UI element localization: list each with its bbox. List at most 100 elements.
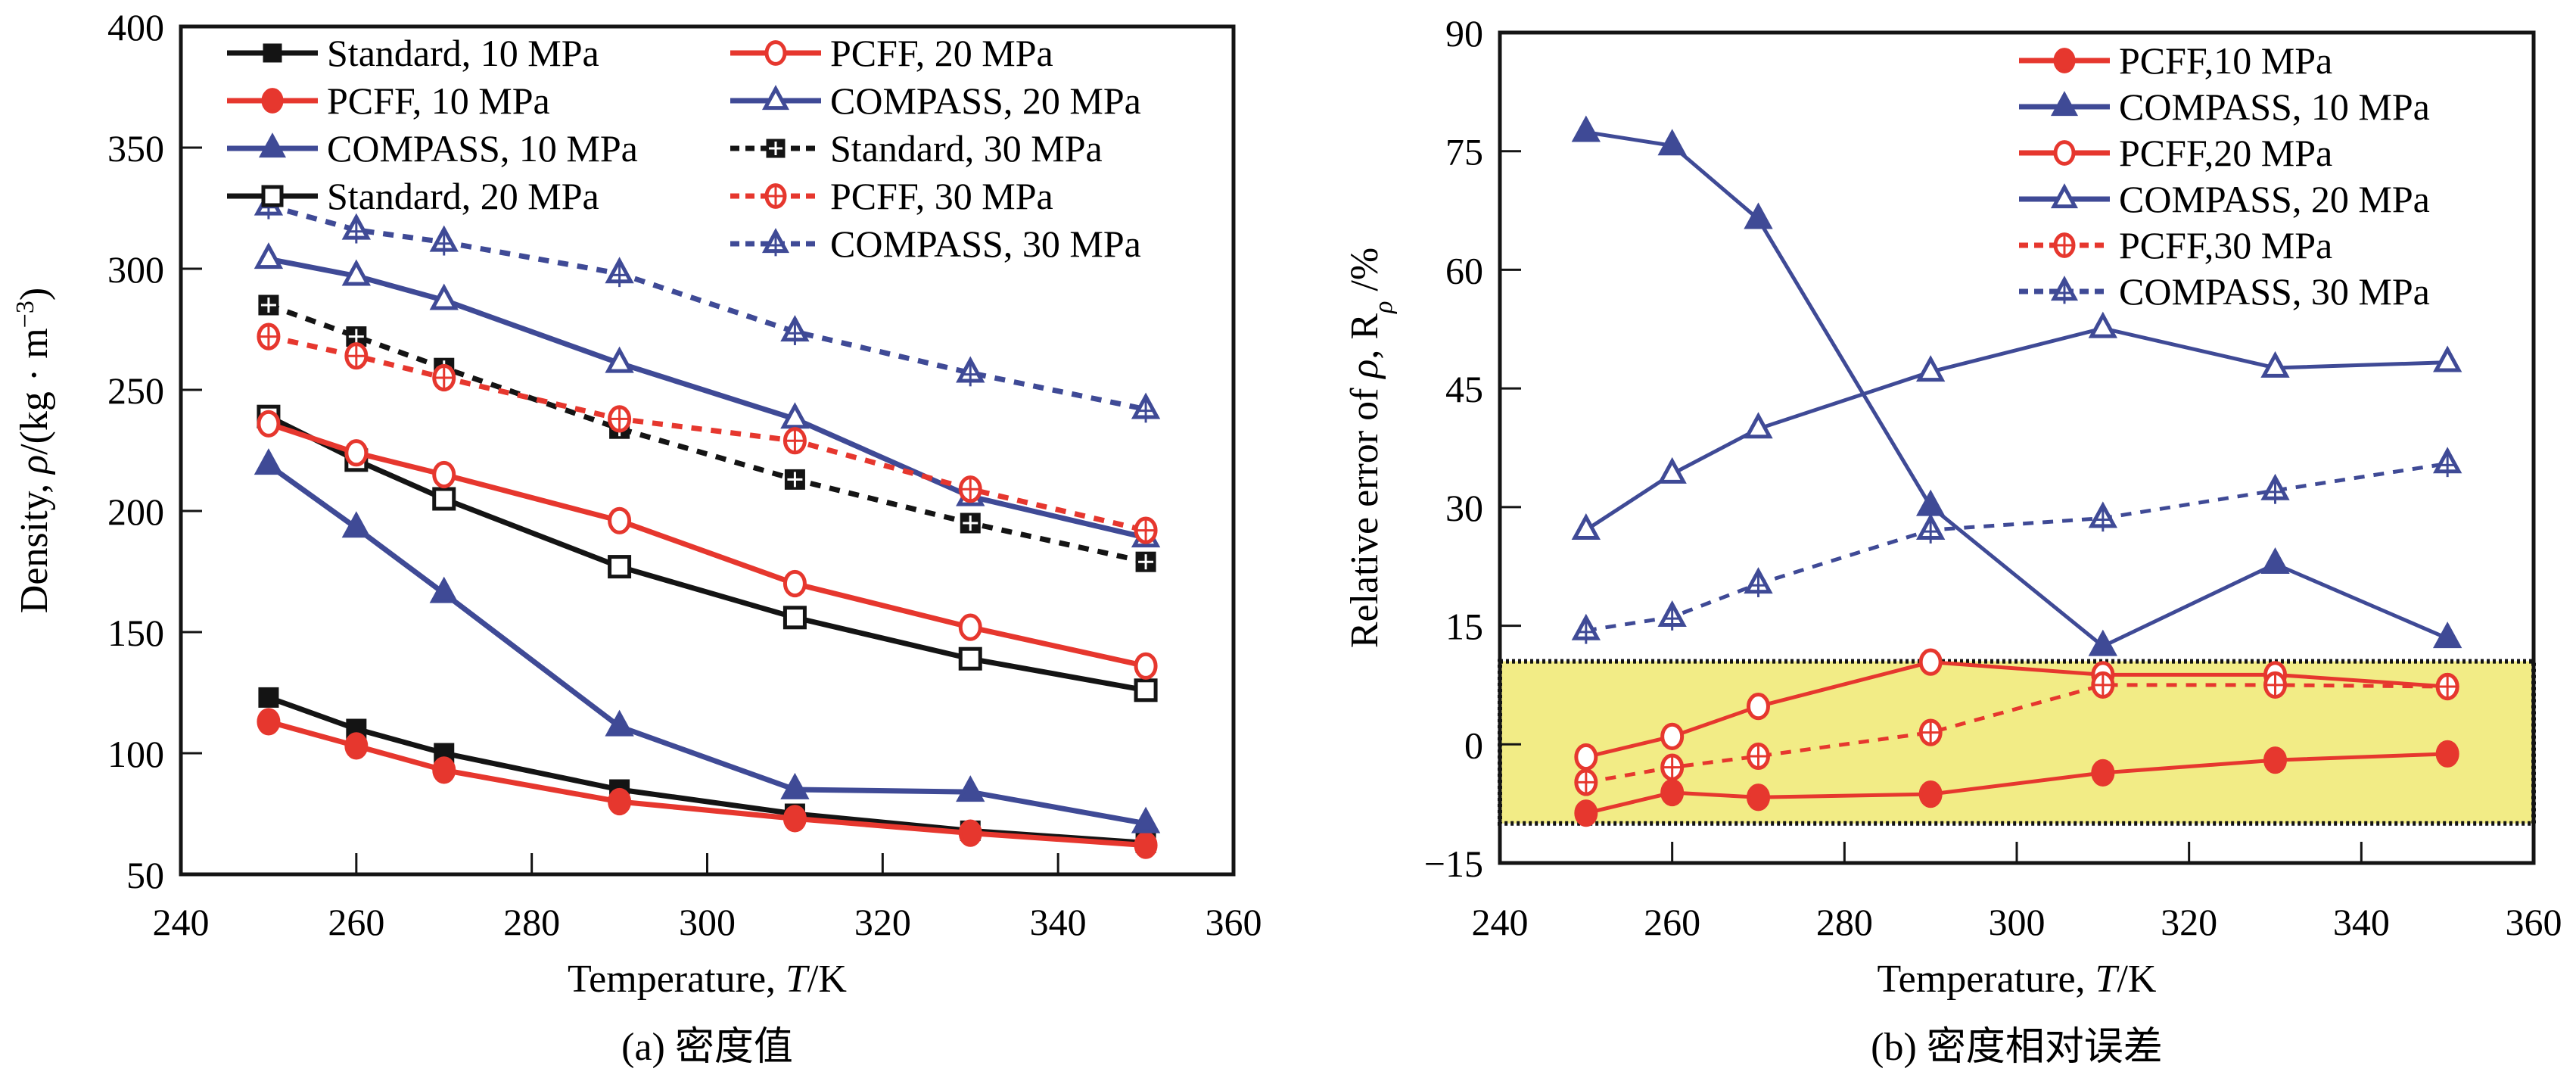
data-point [1131, 392, 1161, 423]
series-line [1585, 326, 2448, 532]
legend-item: COMPASS, 30 MPa [730, 223, 1141, 265]
series-pcff-20-mpa [1574, 648, 2459, 771]
legend-marker-icon [764, 40, 787, 66]
data-point [429, 225, 459, 256]
y-tick-label: 45 [1445, 368, 1483, 410]
chart-b-relative-error: 240 260 280 300 320 340 360 −15 0 15 30 45 60 75 90 PC… [1343, 12, 2562, 1069]
data-point [258, 687, 279, 708]
y-tick-label: 350 [107, 127, 164, 170]
legend-item: PCFF, 10 MPa [227, 79, 550, 122]
legend-item: COMPASS, 20 MPa [730, 79, 1141, 122]
chart-a-legend: Standard, 10 MPa PCFF, 10 MPa COMPASS, 10 … [227, 32, 1141, 265]
data-point [1744, 412, 1773, 439]
data-point [341, 259, 372, 286]
data-point [1918, 648, 1943, 676]
y-tick-label: 100 [107, 733, 164, 775]
chart-a-density: 240 260 280 300 320 340 360 50 100 150 200 250 300 35… [11, 6, 1262, 1069]
data-point [1574, 743, 1598, 771]
series-pcff-30-mpa [1574, 671, 2459, 796]
legend-marker-icon [2050, 91, 2079, 117]
y-tick-label: 75 [1445, 131, 1483, 173]
data-point [258, 294, 279, 316]
data-point [608, 787, 632, 816]
data-point [1657, 129, 1687, 156]
series-line [268, 334, 1146, 534]
data-point [608, 555, 632, 579]
data-point [1571, 613, 1601, 644]
data-point [432, 363, 456, 392]
legend-label: PCFF,10 MPa [2119, 39, 2332, 82]
data-point [780, 315, 810, 345]
data-point [960, 512, 981, 534]
data-point [1571, 513, 1601, 540]
legend-item: PCFF,20 MPa [2019, 132, 2332, 174]
series-pcff-10-mpa [1574, 740, 2459, 827]
data-point [605, 346, 634, 373]
y-axis-title-text: Density, ρ/(kg · m−3) [11, 288, 57, 613]
data-point [2088, 501, 2118, 532]
legend-item: PCFF, 30 MPa [730, 175, 1053, 217]
series-pcff-10-mpa [257, 708, 1158, 859]
data-point [1135, 551, 1156, 572]
legend-label: PCFF, 20 MPa [830, 32, 1053, 74]
y-tick-label: −15 [1424, 843, 1483, 885]
x-tick-label: 300 [679, 901, 736, 943]
chart-b-ticks: 240 260 280 300 320 340 360 −15 0 15 30 45 60 75 90 [1424, 12, 2562, 943]
x-tick-label: 340 [2333, 901, 2390, 943]
data-point [782, 805, 807, 833]
data-point [344, 342, 369, 370]
data-point [605, 709, 634, 737]
data-point [782, 569, 807, 598]
legend-item: PCFF, 20 MPa [730, 32, 1053, 74]
legend-label: Standard, 20 MPa [327, 175, 599, 217]
x-tick-label: 240 [153, 901, 210, 943]
data-point [429, 283, 459, 310]
data-point [1660, 778, 1685, 807]
data-point [1134, 678, 1158, 702]
data-point [1657, 600, 1687, 631]
y-tick-label: 50 [126, 854, 164, 896]
legend-label: PCFF,20 MPa [2119, 132, 2332, 174]
x-tick-label: 260 [1644, 901, 1700, 943]
chart-b-caption: (b) 密度相对误差 [1871, 1026, 2163, 1069]
data-point [1918, 718, 1943, 746]
legend-marker-icon [263, 43, 282, 63]
legend-label: PCFF, 10 MPa [327, 79, 550, 122]
series-compass-20-mpa [1571, 311, 2462, 540]
data-point [1571, 115, 1601, 142]
data-point [958, 819, 982, 847]
chart-a-caption: (a) 密度值 [621, 1026, 793, 1069]
data-point [2435, 672, 2459, 701]
legend-marker-icon [761, 228, 790, 257]
legend-item: Standard, 20 MPa [227, 175, 599, 217]
legend-marker-icon [258, 132, 287, 158]
data-point [1747, 783, 1770, 812]
x-tick-label: 280 [503, 901, 560, 943]
series-line [267, 421, 1146, 669]
data-point [257, 322, 281, 350]
y-tick-label: 200 [107, 491, 164, 533]
y-tick-label: 400 [107, 6, 164, 48]
data-point [429, 576, 459, 603]
x-axis-title-text: Temperature, T/K [1878, 958, 2157, 1001]
data-point [2088, 629, 2118, 656]
data-point [432, 460, 456, 489]
data-point [1660, 753, 1685, 781]
data-point [780, 772, 810, 799]
legend-item: COMPASS, 30 MPa [2019, 270, 2430, 313]
data-point [344, 439, 369, 467]
data-point [341, 213, 372, 244]
data-point [2435, 740, 2459, 768]
data-point [2091, 671, 2115, 699]
data-point [344, 732, 369, 760]
legend-label: COMPASS, 30 MPa [2119, 270, 2430, 313]
legend-marker-icon [2053, 232, 2076, 258]
data-point [2263, 671, 2287, 699]
legend-marker-icon [2053, 48, 2076, 73]
data-point [956, 775, 985, 802]
legend-marker-icon [764, 183, 787, 209]
data-point [1747, 693, 1770, 721]
series-standard-30-mpa [258, 294, 1156, 572]
